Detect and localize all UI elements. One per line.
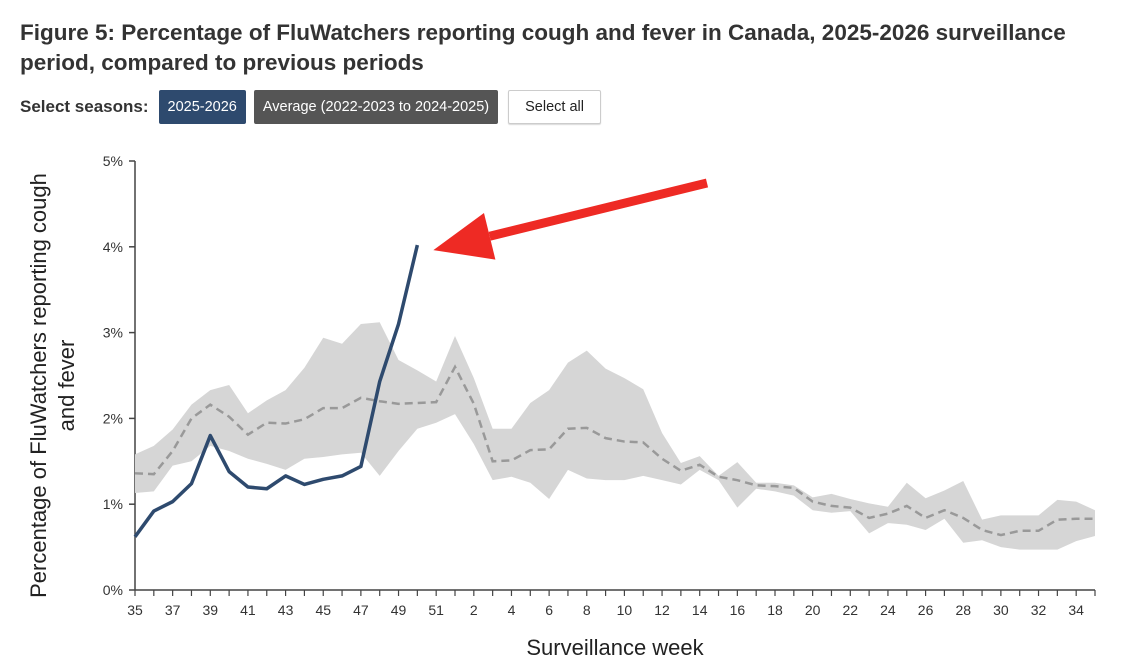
y-tick-label: 2% [103, 410, 123, 426]
x-tick-label: 30 [993, 602, 1009, 618]
annotation-arrow-head [433, 212, 496, 260]
x-tick-label: 10 [617, 602, 633, 618]
range-band [135, 322, 1095, 550]
y-tick-label: 4% [103, 239, 123, 255]
x-tick-label: 6 [545, 602, 553, 618]
x-axis: 35 37 39 41 43 45 47 49 51 2 4 6 8 10 12 14 16 18 20 22 24 26… [127, 589, 1096, 618]
x-tick-label: 4 [508, 602, 516, 618]
x-tick-label: 43 [278, 602, 294, 618]
x-tick-label: 39 [203, 602, 219, 618]
season-selector: Select seasons: 2025-2026 Average (2022-… [20, 90, 609, 124]
x-tick-label: 41 [240, 602, 256, 618]
line-chart: 0%1%2%3%4%5% 35 37 39 41 43 45 47 49 51 2 4 6 8 10 12 1… [26, 153, 1096, 660]
x-tick-label: 51 [428, 602, 444, 618]
season-average-button[interactable]: Average (2022-2023 to 2024-2025) [253, 90, 499, 124]
y-tick-label: 0% [103, 582, 123, 598]
x-tick-label: 37 [165, 602, 181, 618]
y-tick-label: 1% [103, 496, 123, 512]
season-2025-2026-button[interactable]: 2025-2026 [158, 90, 246, 124]
x-axis-label: Surveillance week [526, 635, 704, 660]
x-tick-label: 24 [880, 602, 896, 618]
x-tick-label: 32 [1031, 602, 1047, 618]
x-tick-label: 47 [353, 602, 369, 618]
season-selector-label: Select seasons: [20, 97, 149, 116]
x-tick-label: 26 [918, 602, 934, 618]
x-tick-label: 18 [767, 602, 783, 618]
y-axis-label-line1: Percentage of FluWatchers reporting coug… [26, 173, 51, 598]
x-tick-label: 14 [692, 602, 708, 618]
annotation-arrow-shaft [488, 178, 709, 241]
x-tick-label: 8 [583, 602, 591, 618]
average-line [134, 364, 1095, 537]
x-tick-label: 22 [843, 602, 859, 618]
x-tick-label: 16 [730, 602, 746, 618]
y-axis: 0% 1% 2% 3% 4% 5% [103, 153, 136, 598]
x-tick-label: 34 [1068, 602, 1084, 618]
select-all-button[interactable]: Select all [508, 90, 601, 124]
current-season-line [133, 244, 420, 538]
x-tick-label: 28 [955, 602, 971, 618]
x-tick-label: 20 [805, 602, 821, 618]
plot-area [133, 178, 1095, 550]
x-tick-label: 35 [127, 602, 143, 618]
y-axis-label-line2: and fever [54, 340, 79, 432]
chart-title: Figure 5: Percentage of FluWatchers repo… [20, 20, 1066, 75]
x-tick-label: 49 [391, 602, 407, 618]
x-tick-label: 45 [315, 602, 331, 618]
x-tick-label: 2 [470, 602, 478, 618]
y-tick-label: 3% [103, 325, 123, 341]
y-tick-label: 5% [103, 153, 123, 169]
axis-labels: Percentage of FluWatchers reporting coug… [26, 173, 705, 660]
x-tick-label: 12 [654, 602, 670, 618]
